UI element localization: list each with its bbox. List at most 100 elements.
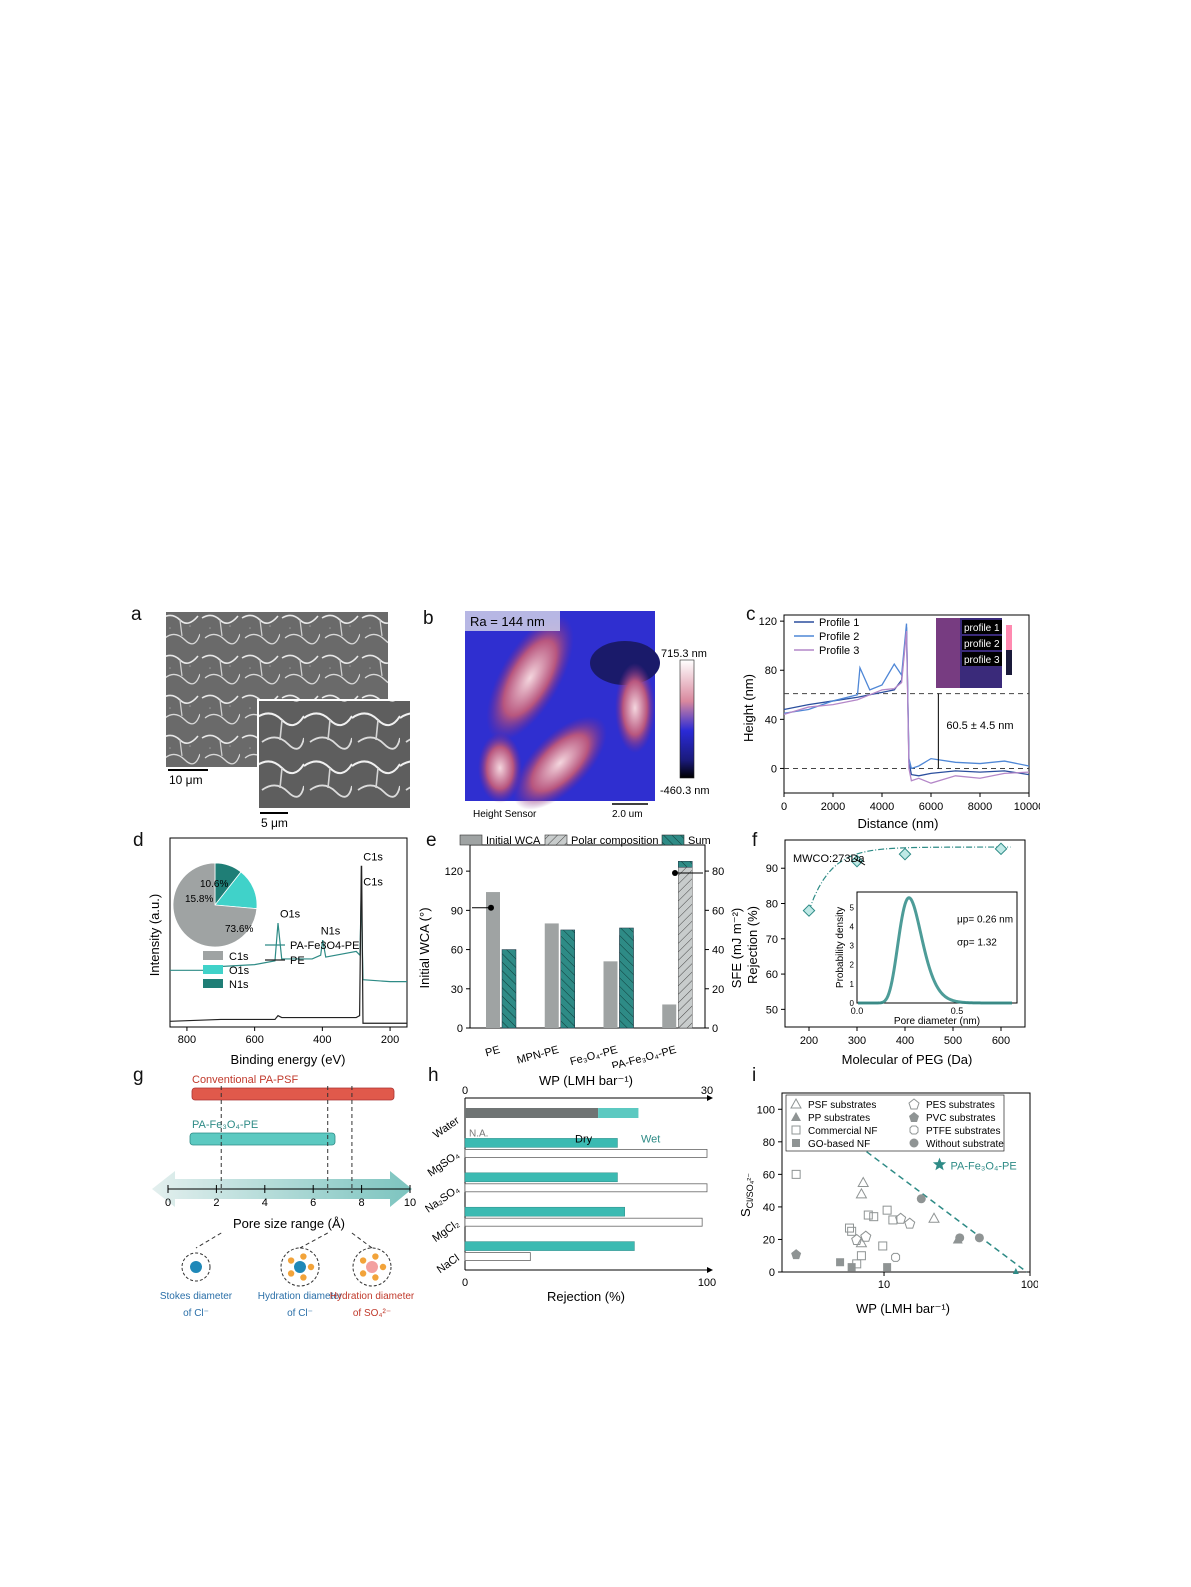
c-inset-profile-label: profile 2 [964,639,1000,650]
d-pie-legend-swatch [203,979,223,988]
i-trend-line [842,1133,1028,1273]
e-ytick-label: 120 [445,866,463,878]
f-inset-ytick: 3 [850,942,855,951]
sem-image-small [257,699,412,810]
d-xtick-label: 800 [178,1034,196,1046]
e-bar-wca [603,961,618,1028]
d-pie-legend-label: O1s [229,965,250,977]
f-xtick-label: 200 [800,1035,818,1047]
c-inset-profile-bg [962,620,1002,634]
i-legend-label: PTFE substrates [926,1126,1000,1137]
c-xtick-label: 0 [781,801,787,813]
g-water-molecule [300,1274,307,1281]
i-ytick-label: 20 [763,1234,775,1246]
e-y2tick-label: 0 [712,1023,718,1035]
i-legend-label: Without substrate [926,1139,1004,1150]
i-data-point [791,1169,801,1179]
h-bar-dry [464,1252,531,1262]
g-tick-label: 4 [262,1197,268,1209]
h-bar-water-wet [598,1108,639,1118]
i-data-point [904,1217,916,1229]
e-bar-sum-cap [678,861,693,868]
i-ytick-label: 60 [763,1169,775,1181]
panel-label-f: f [752,830,758,851]
d-pie-legend-swatch [203,951,223,960]
g-water-molecule [307,1263,315,1271]
i-legend-marker [791,1125,801,1135]
e-y2tick-label: 80 [712,866,724,878]
e-y2tick-label: 20 [712,984,724,996]
chart-e: Initial WCA (°) SFE (mJ m⁻²) 0 30 60 90 120 0… [417,834,744,1068]
svg-text:715.3 nm: 715.3 nm [661,648,707,660]
g-ion-core [190,1261,202,1273]
d-pie-legend-label: N1s [229,979,249,991]
f-data-point [994,842,1008,856]
svg-text:SFE (mJ m⁻²): SFE (mJ m⁻²) [729,908,744,989]
e-legend-label: Initial WCA [486,835,541,847]
f-annotation-pointer [853,857,866,866]
h-bottom-arrow [707,1267,713,1273]
roughness-label: Ra = 144 nm [470,614,545,629]
c-ytick-label: 0 [771,763,777,775]
g-guide-line [195,1232,222,1249]
c-ytick-label: 120 [759,616,777,628]
f-xtick-label: 500 [944,1035,962,1047]
panel-label-a: a [131,604,142,625]
g-bar-psf-label: Conventional PA-PSF [192,1074,298,1086]
e-ytick-label: 60 [451,945,463,957]
h-category-label: MgCl₂ [430,1218,461,1245]
g-tick-label: 6 [310,1197,316,1209]
i-data-point [869,1212,879,1222]
g-water-molecule [359,1270,367,1277]
d-legend-label: PA-Fe3O4-PE [290,940,360,952]
e-category-label: PA-Fe₃O₄-PE [611,1044,678,1068]
e-bar-sum [560,929,575,1029]
sem-panel: 10 μm 5 μm [166,612,412,830]
c-inset-profile-bg [962,652,1002,666]
c-legend-label: Profile 3 [819,645,859,657]
e-category-label: MPN-PE [516,1044,560,1067]
d-xtick-label: 200 [381,1034,399,1046]
g-ion-core [366,1261,378,1273]
i-data-point [1012,1268,1019,1274]
g-water-molecule [372,1253,379,1260]
panel-label-g: g [133,1065,144,1086]
i-legend-marker [792,1139,800,1147]
h-bar-wet [464,1138,618,1148]
i-data-point [857,1176,870,1187]
d-peak-label: C1s [363,852,383,864]
c-inset-profile-label: profile 1 [964,623,1000,634]
panel-label-b: b [423,608,434,629]
f-inset-ylabel: Probability density [835,907,846,988]
i-legend-box [785,1094,1005,1152]
i-legend-marker [909,1112,919,1122]
f-inset-distribution [858,896,1012,1005]
h-bar-dry [464,1217,703,1227]
i-data-point [878,1241,888,1251]
g-guide-line [299,1232,328,1249]
c-frame [783,614,1030,794]
g-bar-pe [189,1132,336,1146]
e-bar-wca [544,923,559,1028]
f-inset-ytick: 1 [850,980,855,989]
svg-text:Initial WCA (°): Initial WCA (°) [417,907,432,988]
i-ytick-label: 0 [769,1267,775,1279]
f-inset-ytick: 2 [850,961,855,970]
scale-bar-10um: 10 μm [169,773,203,787]
g-ion-circle [181,1252,211,1282]
e-y2tick-label: 60 [712,905,724,917]
g-water-molecule [379,1263,387,1271]
f-xtick-label: 600 [992,1035,1010,1047]
c-annotation: 60.5 ± 4.5 nm [946,720,1013,732]
h-category-label: Water [431,1114,462,1141]
svg-text:-460.3 nm: -460.3 nm [660,785,710,797]
i-data-point [974,1233,984,1243]
h-top-tick: 30 [701,1085,713,1097]
f-data-point [898,847,912,861]
h-category-label: Na₂SO₄ [425,1183,462,1215]
d-xtick-label: 600 [245,1034,263,1046]
e-bar-sum [501,949,517,1029]
g-caption: Hydration diameter [258,1291,343,1302]
d-xtick-label: 400 [313,1034,331,1046]
